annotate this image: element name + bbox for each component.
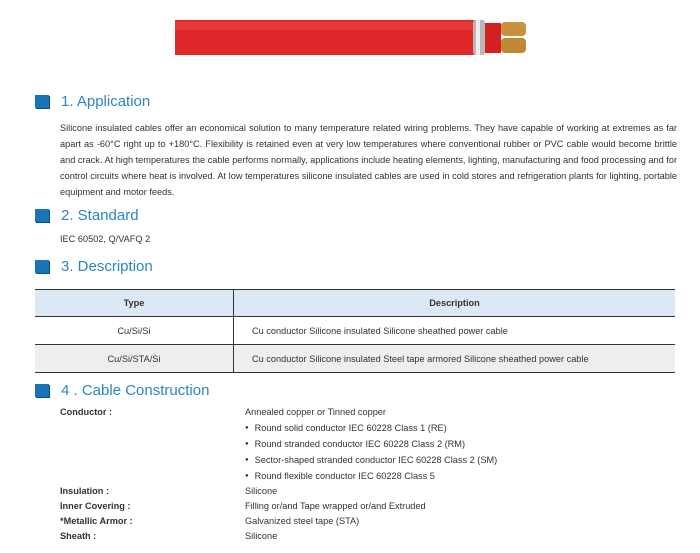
heading-text: 4 . Cable Construction xyxy=(61,382,210,399)
heading-marker-icon xyxy=(35,384,49,397)
heading-marker-icon xyxy=(35,95,49,108)
bullet-item: Round stranded conductor IEC 60228 Class… xyxy=(245,436,497,452)
row-label: Sheath : xyxy=(60,531,97,541)
heading-text: 2. Standard xyxy=(61,207,139,224)
col-header-description: Description xyxy=(233,289,675,317)
heading-text: 3. Description xyxy=(61,258,153,275)
row-value: Filling or/and Tape wrapped or/and Extru… xyxy=(245,501,426,511)
heading-text: 1. Application xyxy=(61,93,151,110)
heading-marker-icon xyxy=(35,260,49,273)
row-value: Silicone xyxy=(245,531,278,541)
section-heading-description: 3. Description xyxy=(35,258,153,275)
table-row: Cu/Si/Si Cu conductor Silicone insulated … xyxy=(35,316,675,345)
description-cell: Cu conductor Silicone insulated Silicone… xyxy=(233,316,675,345)
cable-image xyxy=(175,20,526,55)
col-header-type: Type xyxy=(35,289,234,317)
row-label: Insulation : xyxy=(60,486,109,496)
row-label: Inner Covering : xyxy=(60,501,131,511)
construction-row: Insulation : Silicone xyxy=(60,483,277,499)
bullet-item: Sector-shaped stranded conductor IEC 602… xyxy=(245,452,498,468)
bullet-item: Round solid conductor IEC 60228 Class 1 … xyxy=(245,420,497,436)
row-value: Silicone xyxy=(245,486,278,496)
type-cell: Cu/Si/Si xyxy=(35,316,234,345)
construction-row: Sheath : Silicone xyxy=(60,528,277,544)
section-heading-application: 1. Application xyxy=(35,93,150,110)
section-heading-construction: 4 . Cable Construction xyxy=(35,382,209,399)
construction-row: *Metallic Armor : Galvanized steel tape (… xyxy=(60,513,359,529)
heading-marker-icon xyxy=(35,209,49,222)
table-row: Cu/Si/STA/Si Cu conductor Silicone insula… xyxy=(35,344,675,373)
section-heading-standard: 2. Standard xyxy=(35,207,139,224)
description-cell: Cu conductor Silicone insulated Steel ta… xyxy=(233,344,675,373)
row-label: Conductor : xyxy=(60,407,113,417)
type-cell: Cu/Si/STA/Si xyxy=(35,344,234,373)
row-value: Galvanized steel tape (STA) xyxy=(245,516,360,526)
construction-row: Inner Covering : Filling or/and Tape wrap… xyxy=(60,498,426,514)
standard-text: IEC 60502, Q/VAFQ 2 xyxy=(60,234,151,244)
construction-row-conductor: Conductor : Annealed copper or Tinned co… xyxy=(60,404,497,484)
bullet-item: Round flexible conductor IEC 60228 Class… xyxy=(245,468,497,484)
description-table: Type Description Cu/Si/Si Cu conductor Sil… xyxy=(35,289,675,373)
application-text: Silicone insulated cables offer an econo… xyxy=(60,123,677,197)
row-label: *Metallic Armor : xyxy=(60,516,133,526)
row-value: Annealed copper or Tinned copper xyxy=(245,407,386,417)
